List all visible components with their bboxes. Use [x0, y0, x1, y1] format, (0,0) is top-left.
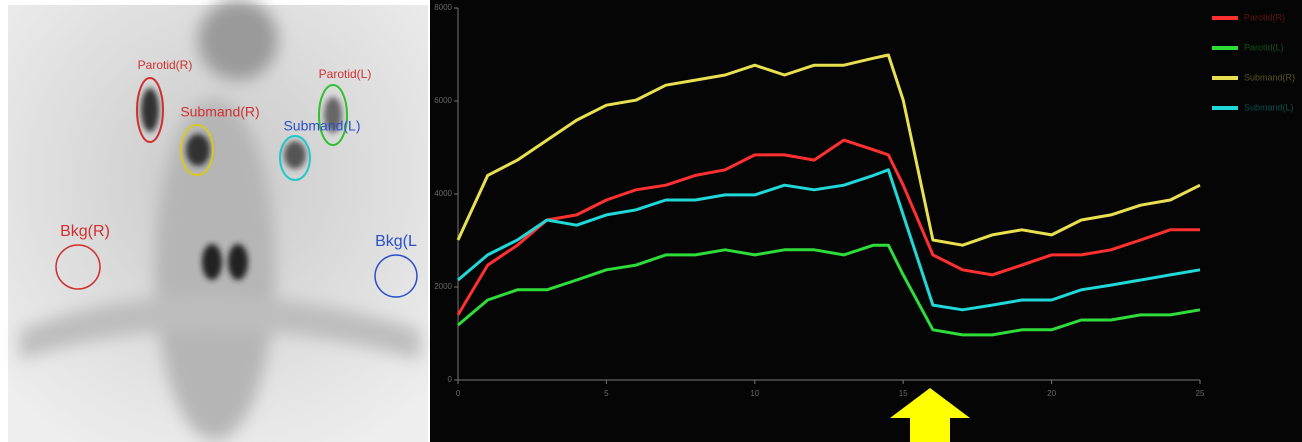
- legend-label: Parotid(R): [1244, 12, 1285, 22]
- roi-label: Bkg(R): [60, 223, 110, 240]
- y-tick-label: 4000: [434, 189, 452, 198]
- roi-label: Parotid(L): [319, 67, 372, 81]
- x-tick-label: 15: [899, 389, 908, 398]
- y-tick-label: 8000: [434, 3, 452, 12]
- roi-label: Parotid(R): [138, 58, 193, 72]
- legend-label: Parotid(L): [1244, 42, 1284, 52]
- roi-label: Bkg(L: [375, 233, 417, 250]
- roi-label: Submand(R): [180, 104, 259, 120]
- roi-label: Submand(L): [283, 118, 360, 134]
- x-tick-label: 20: [1047, 389, 1056, 398]
- y-tick-label: 6000: [434, 96, 452, 105]
- page: Parotid(R) Submand(R) Parotid(L) Submand(L)…: [0, 0, 1302, 442]
- y-tick-label: 2000: [434, 282, 452, 291]
- y-tick-label: 0: [448, 375, 453, 384]
- legend-label: Submand(R): [1244, 72, 1295, 82]
- x-tick-label: 5: [604, 389, 609, 398]
- figure: Parotid(R) Submand(R) Parotid(L) Submand(L)…: [0, 0, 1302, 442]
- x-tick-label: 0: [456, 389, 461, 398]
- x-tick-label: 10: [750, 389, 759, 398]
- x-tick-label: 25: [1196, 389, 1205, 398]
- legend-label: Submand(L): [1244, 102, 1294, 112]
